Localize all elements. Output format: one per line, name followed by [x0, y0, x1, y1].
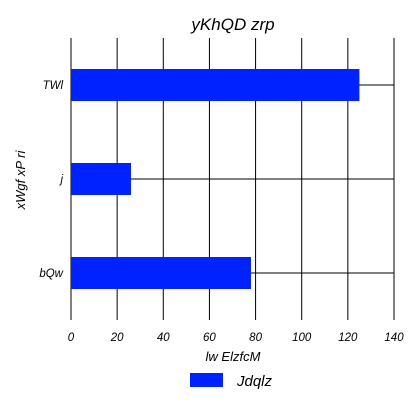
- x-tick-label: 60: [203, 332, 216, 344]
- bar: [71, 257, 251, 289]
- x-axis-ticks: 0 20 40 60 80 100 120 140: [68, 332, 404, 344]
- legend-swatch: [190, 373, 223, 387]
- bar: [71, 69, 360, 101]
- y-axis-ticks: TWl j bQw: [39, 80, 63, 280]
- chart-title: yKhQD zrp: [190, 15, 274, 34]
- y-tick-label: bQw: [39, 268, 63, 280]
- x-tick-label: 40: [157, 332, 170, 344]
- y-tick-label: j: [58, 174, 63, 186]
- x-tick-label: 20: [110, 332, 124, 344]
- y-axis-label: xWgf xP ri: [13, 150, 28, 211]
- x-tick-label: 0: [68, 332, 75, 344]
- x-tick-label: 140: [384, 332, 404, 344]
- y-tick-label: TWl: [43, 80, 64, 92]
- x-tick-label: 100: [292, 332, 312, 344]
- x-tick-label: 80: [249, 332, 262, 344]
- x-tick-label: 120: [338, 332, 358, 344]
- legend: Jdqlz: [190, 373, 273, 390]
- bar: [71, 163, 131, 195]
- legend-label: Jdqlz: [236, 373, 273, 390]
- x-axis-label: lw ElzfcM: [206, 349, 261, 364]
- bars: [71, 69, 360, 289]
